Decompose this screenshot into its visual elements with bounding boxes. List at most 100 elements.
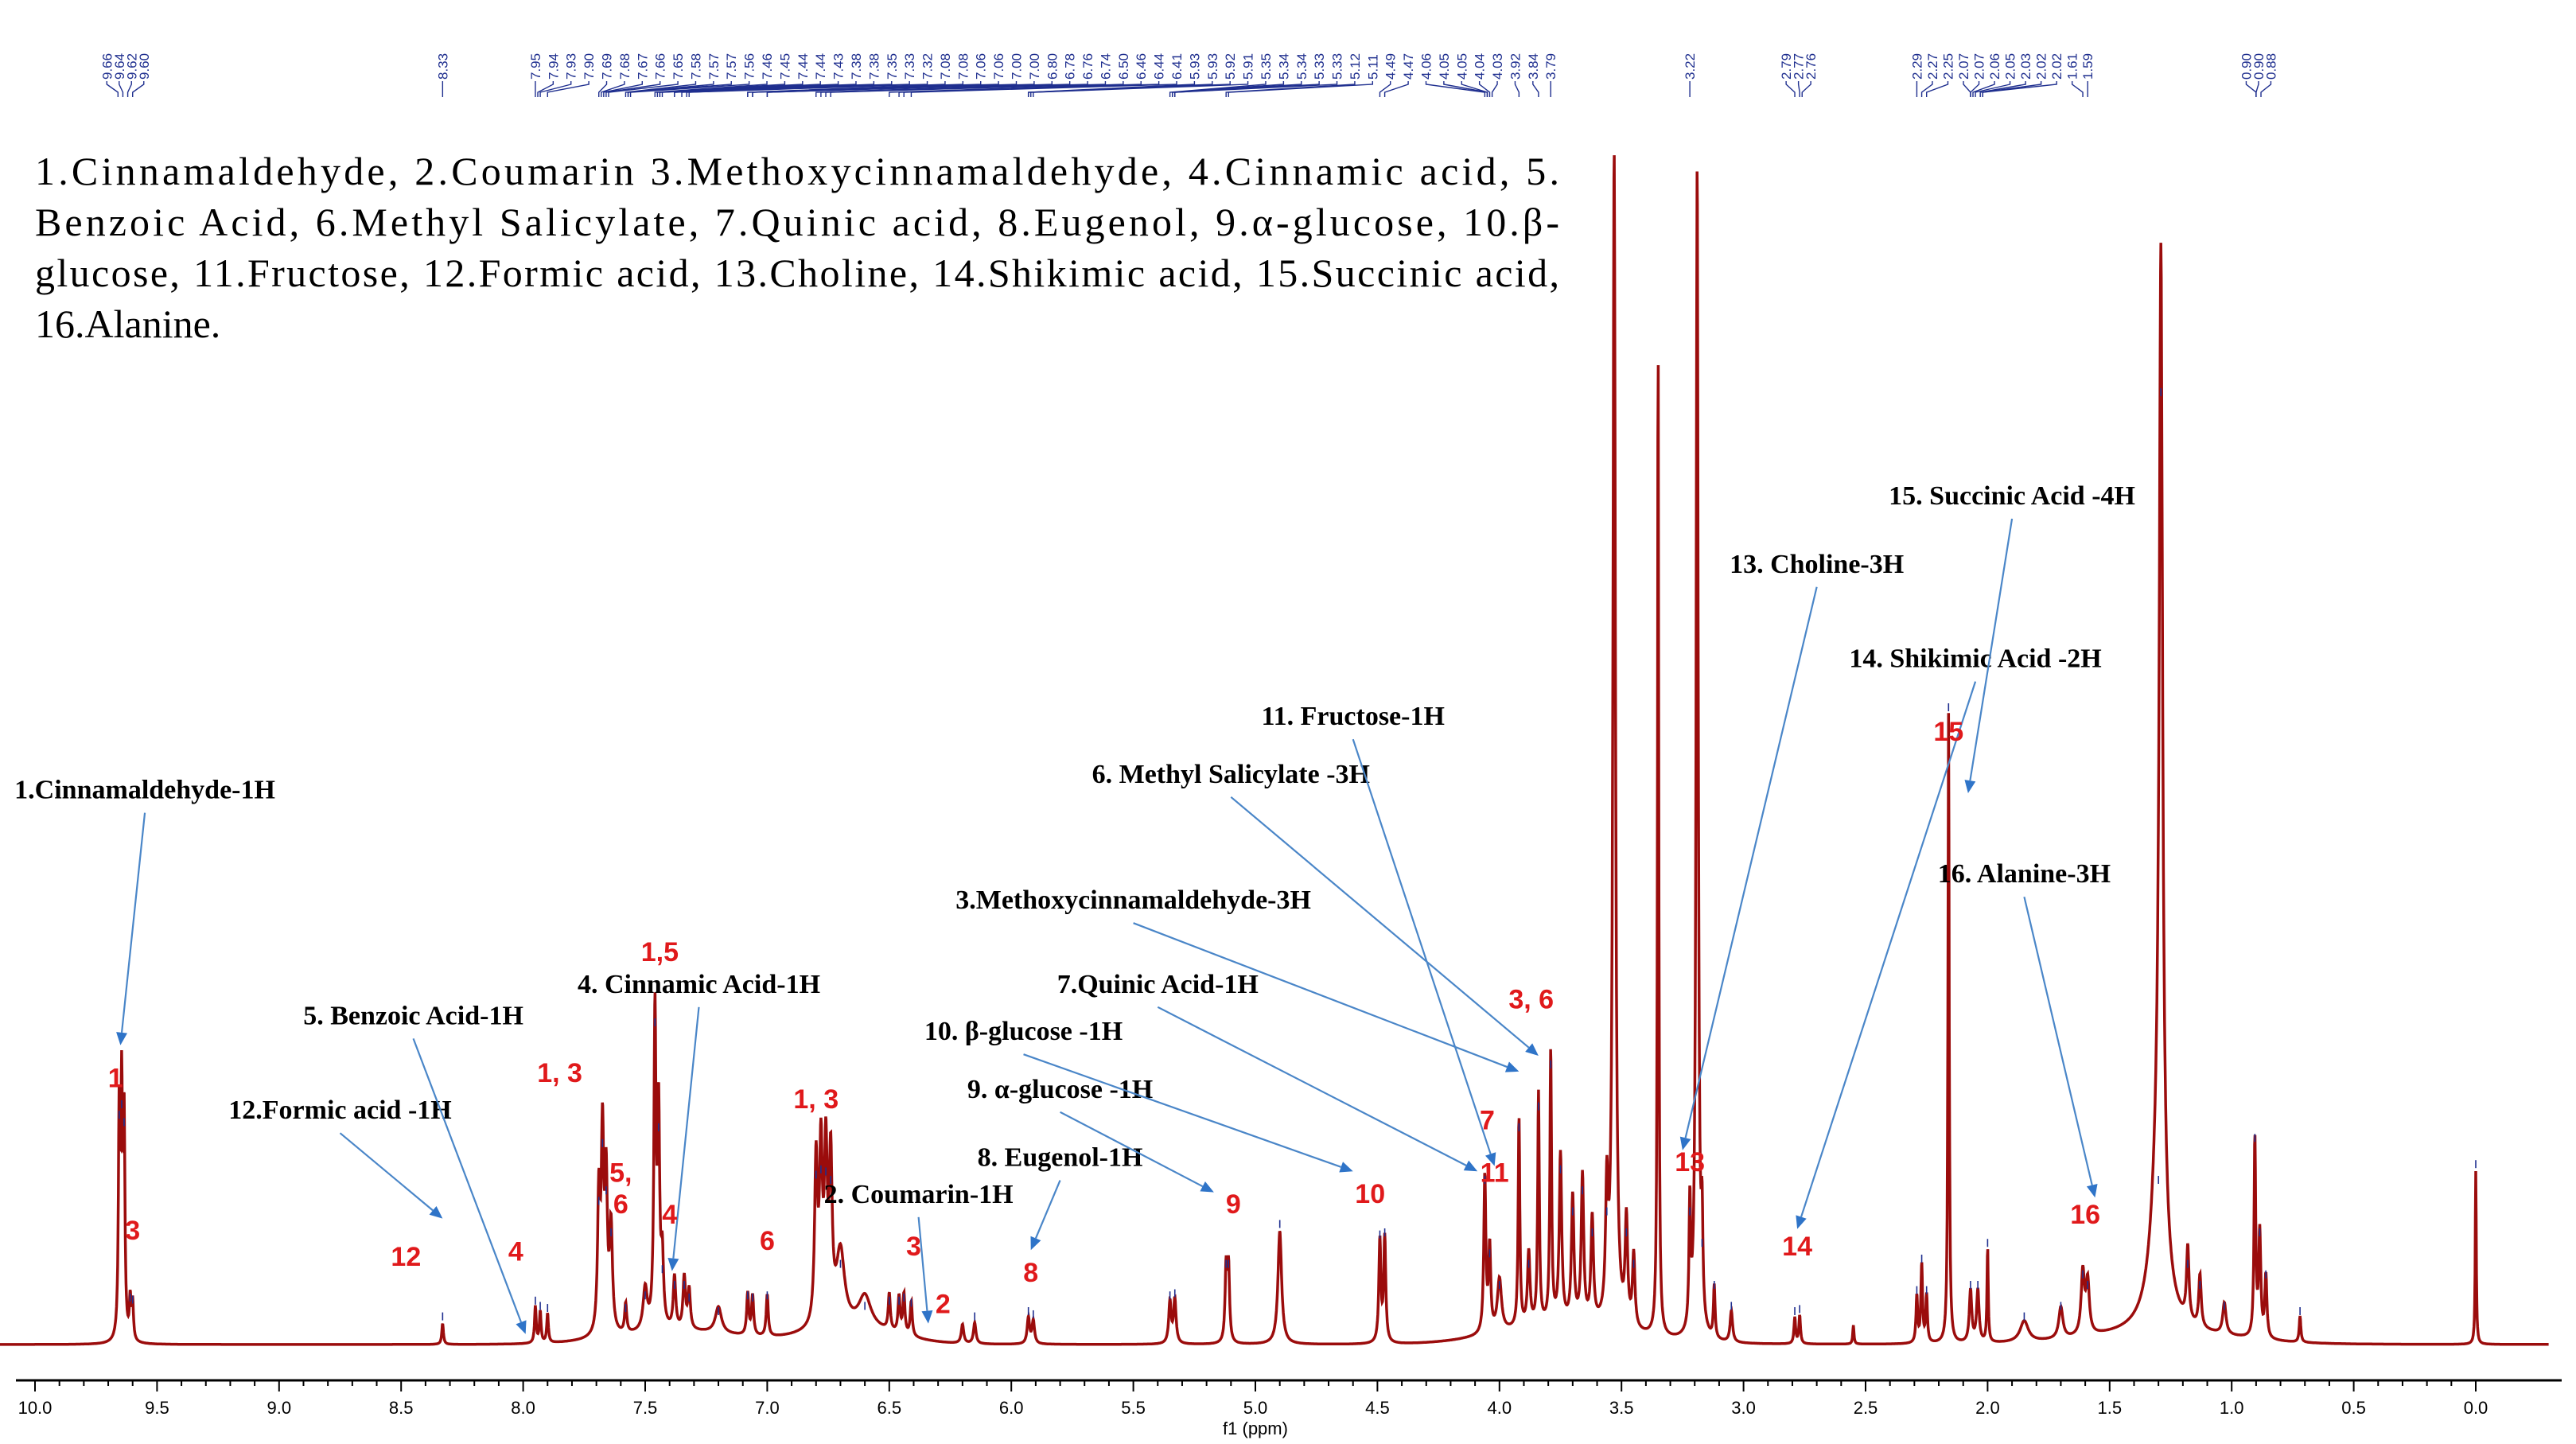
- annotation-arrow-line: [1133, 922, 1508, 1068]
- x-tick-label: 10.0: [18, 1398, 53, 1418]
- annotation-arrow-head: [429, 1205, 443, 1219]
- peak-list-value: 5.12: [1348, 53, 1363, 80]
- annotation-arrow-line: [917, 1216, 928, 1311]
- legend-line: 16.Alanine.: [35, 302, 220, 346]
- peak-number-label: 3: [125, 1216, 140, 1246]
- peak-list-connector: [1979, 81, 2026, 97]
- x-tick-label: 8.5: [389, 1398, 414, 1418]
- peak-list-value: 2.05: [2003, 53, 2018, 80]
- peak-list-group: 2.29 2.27 2.25 2.07 2.07 2.06 2.05 2.03 2.02 2.02…: [1909, 53, 2095, 97]
- peak-number-label: 14: [1782, 1232, 1812, 1262]
- annotation-arrow-line: [1157, 1006, 1467, 1166]
- peak-list-connector: [1425, 81, 1486, 97]
- peak-list-value: 7.95: [528, 53, 543, 80]
- peak-list-value: 5.93: [1205, 53, 1220, 80]
- legend-line: glucose, 11.Fructose, 12.Formic acid, 13…: [35, 251, 1559, 295]
- peak-list-value: 7.43: [831, 53, 846, 80]
- peak-list-value: 2.27: [1925, 53, 1940, 80]
- x-tick-label: 0.5: [2341, 1398, 2366, 1418]
- peak-list-value: 2.02: [2049, 53, 2064, 80]
- annotation-arrow-head: [1525, 1043, 1539, 1056]
- peak-list-value: 6.76: [1080, 53, 1095, 80]
- peak-list-group: 3.22: [1683, 53, 1698, 97]
- annotation-label: 6. Methyl Salicylate -3H: [1092, 760, 1370, 789]
- peak-list-value: 4.47: [1401, 53, 1416, 80]
- peak-list-value: 0.88: [2263, 53, 2278, 80]
- peak-list-value: 5.35: [1259, 53, 1274, 80]
- x-tick-label: 2.0: [1975, 1398, 2000, 1418]
- annotation-arrow-line: [1023, 1053, 1342, 1168]
- annotation-label: 14. Shikimic Acid -2H: [1849, 644, 2101, 674]
- peak-list-connector: [1174, 81, 1338, 97]
- peak-list-value: 6.74: [1098, 53, 1113, 80]
- peak-list-value: 2.79: [1779, 53, 1794, 80]
- annotation-arrow-head: [921, 1310, 933, 1324]
- peak-list-connector: [661, 81, 839, 97]
- annotation: 2. Coumarin-1H: [824, 1180, 1014, 1324]
- peak-list-value: 7.69: [600, 53, 615, 80]
- peak-list-value: 1.59: [2080, 53, 2095, 80]
- peak-list-value: 7.56: [742, 53, 757, 80]
- annotation-arrow-line: [2023, 896, 2093, 1185]
- annotation: 10. β-glucose -1H: [924, 1017, 1353, 1173]
- peak-list-value: 7.66: [653, 53, 668, 80]
- annotation-arrow-line: [339, 1132, 434, 1212]
- peak-list-value: 2.07: [1956, 53, 1971, 80]
- annotation: 11. Fructose-1H: [1262, 702, 1496, 1166]
- peak-list-value: 6.46: [1134, 53, 1149, 80]
- annotation-label: 3.Methoxycinnamaldehyde-3H: [955, 885, 1311, 915]
- peak-list-value: 7.06: [974, 53, 989, 80]
- peak-number-label: 4: [662, 1200, 677, 1230]
- peak-list-connector: [132, 81, 145, 97]
- peak-list-value: 5.11: [1365, 54, 1380, 80]
- annotation-arrow-line: [1800, 681, 1977, 1217]
- annotation-label: 16. Alanine-3H: [1938, 859, 2111, 889]
- peak-list-connector: [1982, 81, 2057, 97]
- annotation-label: 12.Formic acid -1H: [228, 1096, 451, 1125]
- peak-list-value: 7.00: [1009, 53, 1024, 80]
- x-tick-label: 4.0: [1488, 1398, 1512, 1418]
- annotation-arrow-head: [1030, 1236, 1041, 1251]
- peak-list-value: 6.44: [1152, 53, 1167, 80]
- annotation-label: 9. α-glucose -1H: [967, 1075, 1153, 1104]
- peak-list-connector: [1972, 81, 1995, 97]
- annotation: 9. α-glucose -1H: [967, 1075, 1214, 1193]
- peak-list-connector: [910, 81, 1177, 97]
- annotation-arrow-line: [1230, 796, 1530, 1049]
- peak-list-connector: [2260, 81, 2272, 97]
- peak-list-connector: [2245, 81, 2257, 97]
- peak-list-connector: [1920, 81, 1933, 97]
- peak-list-value: 7.94: [546, 53, 561, 80]
- peak-list-connector: [1379, 81, 1391, 97]
- peak-list-connector: [1478, 81, 1491, 97]
- peak-list-value: 4.03: [1490, 53, 1505, 80]
- annotation: 15. Succinic Acid -4H: [1889, 481, 2135, 793]
- annotation-label: 8. Eugenol-1H: [978, 1143, 1143, 1173]
- peak-list-connector: [830, 81, 1107, 97]
- annotation: 13. Choline-3H: [1679, 550, 1904, 1150]
- annotation-arrow-head: [1679, 1136, 1691, 1150]
- peak-list-value: 7.90: [582, 53, 597, 80]
- peak-list-connector: [539, 81, 572, 97]
- x-axis: 10.0 9.5 9.0 8.5 8.0 7.5 7.0 6.5 6.0 5.5 5.0 4.5 4.0…: [16, 1379, 2562, 1438]
- peak-list-value: 5.33: [1330, 53, 1345, 80]
- peak-list-value: 7.33: [902, 53, 917, 80]
- peak-number-label: 4: [508, 1236, 523, 1267]
- x-tick-label: 2.5: [1854, 1398, 1878, 1418]
- x-tick-label: 9.5: [145, 1398, 169, 1418]
- peak-list-value: 2.06: [1987, 53, 2002, 80]
- peak-list-value: 7.57: [706, 53, 722, 80]
- annotation-arrow-head: [116, 1032, 128, 1045]
- peak-list-value: 7.46: [760, 53, 775, 80]
- peak-list-value: 2.29: [1909, 53, 1924, 80]
- peak-list-value: 9.62: [124, 53, 139, 80]
- peak-list-connector: [766, 81, 1035, 97]
- peak-list-connector: [2255, 81, 2259, 97]
- peak-list-value: 5.34: [1276, 53, 1291, 80]
- peak-number-label: 1,5: [641, 937, 679, 967]
- peak-list-value: 3.92: [1508, 53, 1523, 80]
- peak-list-value: 4.06: [1418, 53, 1434, 80]
- peak-list-value: 7.65: [671, 53, 686, 80]
- peak-list-connector: [1443, 81, 1488, 97]
- peak-list-value: 7.08: [955, 53, 971, 80]
